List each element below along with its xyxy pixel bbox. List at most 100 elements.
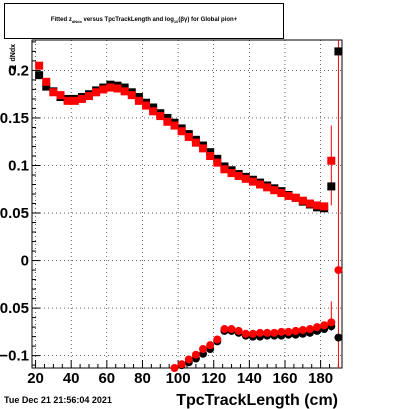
square-marker — [177, 127, 186, 136]
circle-marker — [327, 318, 336, 327]
square-marker — [241, 174, 250, 183]
square-marker — [263, 183, 272, 192]
square-marker — [327, 156, 336, 165]
square-marker — [56, 91, 65, 100]
square-marker — [163, 117, 172, 126]
chart-title: Fitted zdNdx versus TpcTrackLength and l… — [5, 17, 283, 24]
square-marker — [291, 193, 300, 202]
y-axis-title-main: z — [5, 65, 19, 71]
x-tick-label: 140 — [237, 370, 262, 387]
circle-marker — [234, 326, 243, 335]
y-tick-label: 0 — [21, 253, 29, 270]
square-marker — [248, 177, 257, 186]
square-marker — [120, 87, 129, 96]
grid-lines — [32, 40, 342, 368]
circle-marker — [298, 325, 307, 334]
circle-marker — [206, 341, 215, 350]
square-marker — [256, 180, 265, 189]
chart-title-middle: versus TpcTrackLength and log — [81, 17, 174, 23]
square-marker — [277, 189, 286, 198]
x-tick-label: 80 — [134, 370, 151, 387]
square-marker — [49, 88, 58, 97]
square-marker — [234, 171, 243, 180]
chart-title-suffix: (βγ) for Global pion+ — [178, 17, 238, 23]
circle-marker — [270, 328, 279, 337]
square-marker — [327, 182, 336, 191]
circle-marker — [177, 360, 186, 369]
axis-ticks — [32, 41, 339, 368]
data-markers — [35, 47, 343, 372]
title-box: Fitted zdNdx versus TpcTrackLength and l… — [4, 3, 284, 39]
circle-marker — [277, 327, 286, 336]
circle-marker — [227, 325, 236, 334]
circle-marker — [263, 328, 272, 337]
square-marker — [106, 83, 115, 92]
square-marker — [220, 165, 229, 174]
square-marker — [77, 94, 86, 103]
chart-title-prefix: Fitted z — [50, 17, 72, 23]
y-tick-label: −0.05 — [0, 300, 29, 317]
square-marker — [213, 158, 222, 167]
square-marker — [227, 169, 236, 178]
square-marker — [35, 71, 44, 80]
y-tick-label: 0.1 — [8, 157, 29, 174]
circle-marker — [320, 321, 329, 330]
square-marker — [191, 138, 200, 147]
square-marker — [70, 96, 79, 105]
chart-title-sub2: 10 — [173, 19, 179, 25]
square-marker — [42, 82, 51, 91]
x-tick-label: 60 — [98, 370, 115, 387]
square-marker — [63, 96, 72, 105]
square-marker — [313, 201, 322, 210]
square-marker — [149, 107, 158, 116]
circle-marker — [184, 355, 193, 364]
square-marker — [298, 196, 307, 205]
circle-marker — [284, 327, 293, 336]
circle-marker — [305, 325, 314, 334]
square-marker — [42, 77, 51, 86]
square-marker — [85, 92, 94, 101]
footer-timestamp: Tue Dec 21 21:56:04 2021 — [4, 395, 112, 405]
plot-frame — [31, 39, 343, 369]
square-marker — [305, 199, 314, 208]
square-marker — [35, 61, 44, 70]
square-marker — [156, 112, 165, 121]
circle-marker — [256, 328, 265, 337]
x-tick-label: 100 — [166, 370, 191, 387]
square-marker — [113, 84, 122, 93]
y-tick-label: 0.05 — [0, 205, 29, 222]
x-tick-label: 40 — [63, 370, 80, 387]
x-tick-label: 160 — [272, 370, 297, 387]
square-marker — [199, 144, 208, 153]
x-tick-label: 120 — [201, 370, 226, 387]
chart-title-sub1: dNdx — [71, 19, 82, 25]
circle-marker — [241, 329, 250, 338]
circle-marker — [213, 335, 222, 344]
y-tick-label: 0.2 — [8, 62, 29, 79]
square-marker — [99, 85, 108, 94]
circle-marker — [199, 344, 208, 353]
y-axis-title: z dNdx — [5, 44, 19, 71]
y-axis-title-sub: dNdx — [10, 44, 17, 62]
square-marker — [334, 47, 343, 56]
square-marker — [206, 151, 215, 160]
x-tick-label: 180 — [308, 370, 333, 387]
y-tick-label: −0.1 — [0, 348, 29, 365]
square-marker — [134, 96, 143, 105]
square-marker — [284, 191, 293, 200]
square-marker — [320, 202, 329, 211]
circle-marker — [334, 266, 343, 275]
square-marker — [184, 132, 193, 141]
square-marker — [170, 121, 179, 130]
circle-marker — [248, 329, 257, 338]
circle-marker — [220, 325, 229, 334]
circle-marker — [191, 350, 200, 359]
x-axis-title: TpcTrackLength (cm) — [176, 392, 338, 409]
tick-labels: 20 40 60 80 100 120 140 160 180 −0.1 −0.05 0 0.05 0.1… — [0, 62, 333, 387]
circle-marker — [170, 364, 179, 372]
y-tick-label: 0.15 — [0, 110, 29, 127]
circle-marker — [291, 326, 300, 335]
circle-marker — [334, 333, 343, 342]
